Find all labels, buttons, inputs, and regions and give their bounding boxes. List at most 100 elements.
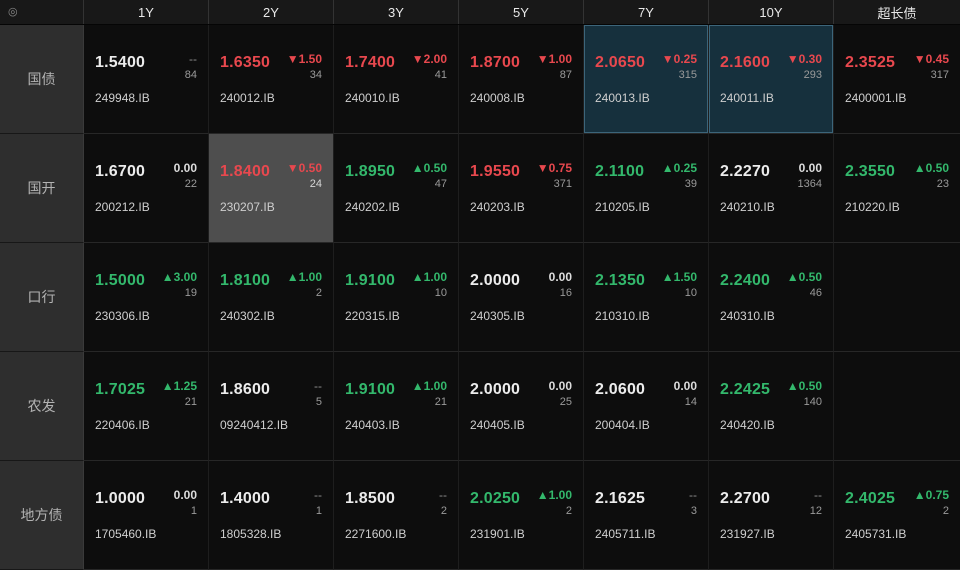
bond-code: 09240412.IB xyxy=(220,418,289,433)
volume-count: 41 xyxy=(434,69,447,82)
quote-top: 1.8400 ▼0.50 24 xyxy=(220,161,322,192)
quote-cell[interactable]: 1.4000 -- 1 1805328.IB xyxy=(209,461,334,570)
quote-cell[interactable]: 2.2270 0.00 1364 240210.IB xyxy=(709,134,834,243)
change-value: -- xyxy=(189,51,197,66)
bond-code: 240011.IB xyxy=(720,91,774,106)
quote-cell[interactable]: 2.2425 ▲0.50 140 240420.IB xyxy=(709,352,834,461)
column-header[interactable]: 超长债 xyxy=(834,0,960,24)
quote-cell[interactable]: 2.3525 ▼0.45 317 2400001.IB xyxy=(834,25,960,134)
yield-value: 2.2400 xyxy=(720,271,771,289)
quote-cell[interactable]: 2.1625 -- 3 2405711.IB xyxy=(584,461,709,570)
change-stack: ▲0.50 46 xyxy=(787,270,822,301)
change-stack: ▼1.00 87 xyxy=(537,52,572,83)
yield-value: 2.3525 xyxy=(845,53,896,71)
quote-top: 1.5400 -- 84 xyxy=(95,51,197,83)
change-value: ▲0.25 xyxy=(661,160,697,175)
quote-cell[interactable]: 1.6350 ▼1.50 34 240012.IB xyxy=(209,25,334,134)
column-header[interactable]: 7Y xyxy=(584,0,709,24)
volume-count: 1364 xyxy=(797,178,822,191)
quote-cell[interactable]: 2.0000 0.00 25 240405.IB xyxy=(459,352,584,461)
row-label: 口行 xyxy=(0,243,84,352)
quote-cell[interactable]: 1.5000 ▲3.00 19 230306.IB xyxy=(84,243,209,352)
quote-top: 2.3525 ▼0.45 317 xyxy=(845,52,949,83)
yield-value: 1.5000 xyxy=(95,271,146,289)
yield-value: 2.0250 xyxy=(470,489,521,507)
quote-cell[interactable]: 2.1100 ▲0.25 39 210205.IB xyxy=(584,134,709,243)
bond-code: 240008.IB xyxy=(470,91,525,106)
quote-cell[interactable]: 1.8400 ▼0.50 24 230207.IB xyxy=(209,134,334,243)
volume-count: 2 xyxy=(315,287,322,300)
column-header[interactable]: 2Y xyxy=(209,0,334,24)
change-value: 0.00 xyxy=(548,269,572,284)
quote-cell[interactable]: 1.9100 ▲1.00 21 240403.IB xyxy=(334,352,459,461)
quote-cell[interactable]: 1.8600 -- 5 09240412.IB xyxy=(209,352,334,461)
quote-cell[interactable]: 2.3550 ▲0.50 23 210220.IB xyxy=(834,134,960,243)
change-value: 0.00 xyxy=(798,160,822,175)
quote-top: 2.3550 ▲0.50 23 xyxy=(845,161,949,192)
change-value: ▲3.00 xyxy=(161,269,197,284)
column-header[interactable]: 3Y xyxy=(334,0,459,24)
yield-value: 1.9100 xyxy=(345,271,396,289)
yield-value: 2.2270 xyxy=(720,162,771,180)
column-header[interactable]: 10Y xyxy=(709,0,834,24)
quote-cell[interactable] xyxy=(834,352,960,461)
quote-cell[interactable]: 1.6700 0.00 22 200212.IB xyxy=(84,134,209,243)
bond-code: 210310.IB xyxy=(595,309,650,324)
change-stack: 0.00 1364 xyxy=(798,161,822,192)
quote-cell[interactable]: 1.8950 ▲0.50 47 240202.IB xyxy=(334,134,459,243)
quote-cell[interactable]: 1.5400 -- 84 249948.IB xyxy=(84,25,209,134)
change-stack: ▼0.30 293 xyxy=(787,52,822,83)
row-label-text: 国开 xyxy=(27,180,56,196)
quote-top: 2.1600 ▼0.30 293 xyxy=(720,52,822,83)
row-label-text: 地方债 xyxy=(20,507,63,523)
bond-code: 240013.IB xyxy=(595,91,650,106)
column-header[interactable]: 5Y xyxy=(459,0,584,24)
quote-cell[interactable]: 1.7025 ▲1.25 21 220406.IB xyxy=(84,352,209,461)
yield-value: 2.2425 xyxy=(720,380,771,398)
volume-count: 315 xyxy=(678,69,697,82)
yield-value: 2.1625 xyxy=(595,489,646,507)
change-value: ▲0.50 xyxy=(786,269,822,284)
target-icon[interactable]: ◎ xyxy=(8,5,18,18)
yield-value: 2.1350 xyxy=(595,271,646,289)
quote-top: 1.7400 ▼2.00 41 xyxy=(345,52,447,83)
quote-cell[interactable]: 2.0000 0.00 16 240305.IB xyxy=(459,243,584,352)
quote-cell[interactable]: 1.9550 ▼0.75 371 240203.IB xyxy=(459,134,584,243)
quote-cell[interactable]: 2.1600 ▼0.30 293 240011.IB xyxy=(709,25,834,134)
column-header[interactable]: 1Y xyxy=(84,0,209,24)
volume-count: 34 xyxy=(309,69,322,82)
quote-top: 1.8950 ▲0.50 47 xyxy=(345,161,447,192)
volume-count: 21 xyxy=(184,396,197,409)
quote-cell[interactable]: 2.0250 ▲1.00 2 231901.IB xyxy=(459,461,584,570)
quote-cell[interactable] xyxy=(834,243,960,352)
quote-top: 2.4025 ▲0.75 2 xyxy=(845,487,949,519)
change-value: ▲0.75 xyxy=(913,487,949,502)
bond-code: 240012.IB xyxy=(220,91,275,106)
quote-cell[interactable]: 2.0600 0.00 14 200404.IB xyxy=(584,352,709,461)
bond-code: 2400001.IB xyxy=(845,91,907,106)
quote-cell[interactable]: 2.2700 -- 12 231927.IB xyxy=(709,461,834,570)
quote-cell[interactable]: 2.0650 ▼0.25 315 240013.IB xyxy=(584,25,709,134)
quote-cell[interactable]: 1.7400 ▼2.00 41 240010.IB xyxy=(334,25,459,134)
column-header-label: 超长债 xyxy=(877,5,917,21)
yield-value: 1.7400 xyxy=(345,53,396,71)
quote-cell[interactable]: 1.0000 0.00 1 1705460.IB xyxy=(84,461,209,570)
quote-top: 2.1350 ▲1.50 10 xyxy=(595,270,697,301)
quote-cell[interactable]: 2.4025 ▲0.75 2 2405731.IB xyxy=(834,461,960,570)
quote-cell[interactable]: 1.8500 -- 2 2271600.IB xyxy=(334,461,459,570)
quote-cell[interactable]: 1.8100 ▲1.00 2 240302.IB xyxy=(209,243,334,352)
bond-code: 240310.IB xyxy=(720,309,775,324)
quote-cell[interactable]: 1.9100 ▲1.00 10 220315.IB xyxy=(334,243,459,352)
volume-count: 10 xyxy=(434,287,447,300)
quote-cell[interactable]: 1.8700 ▼1.00 87 240008.IB xyxy=(459,25,584,134)
yield-value: 1.4000 xyxy=(220,489,271,507)
quote-cell[interactable]: 2.1350 ▲1.50 10 210310.IB xyxy=(584,243,709,352)
change-value: -- xyxy=(314,378,322,393)
quote-cell[interactable]: 2.2400 ▲0.50 46 240310.IB xyxy=(709,243,834,352)
bond-code: 240405.IB xyxy=(470,418,525,433)
quote-top: 1.9100 ▲1.00 21 xyxy=(345,379,447,410)
column-header-label: 1Y xyxy=(138,4,154,20)
bond-code: 240010.IB xyxy=(345,91,400,106)
yield-value: 2.0000 xyxy=(470,271,521,289)
